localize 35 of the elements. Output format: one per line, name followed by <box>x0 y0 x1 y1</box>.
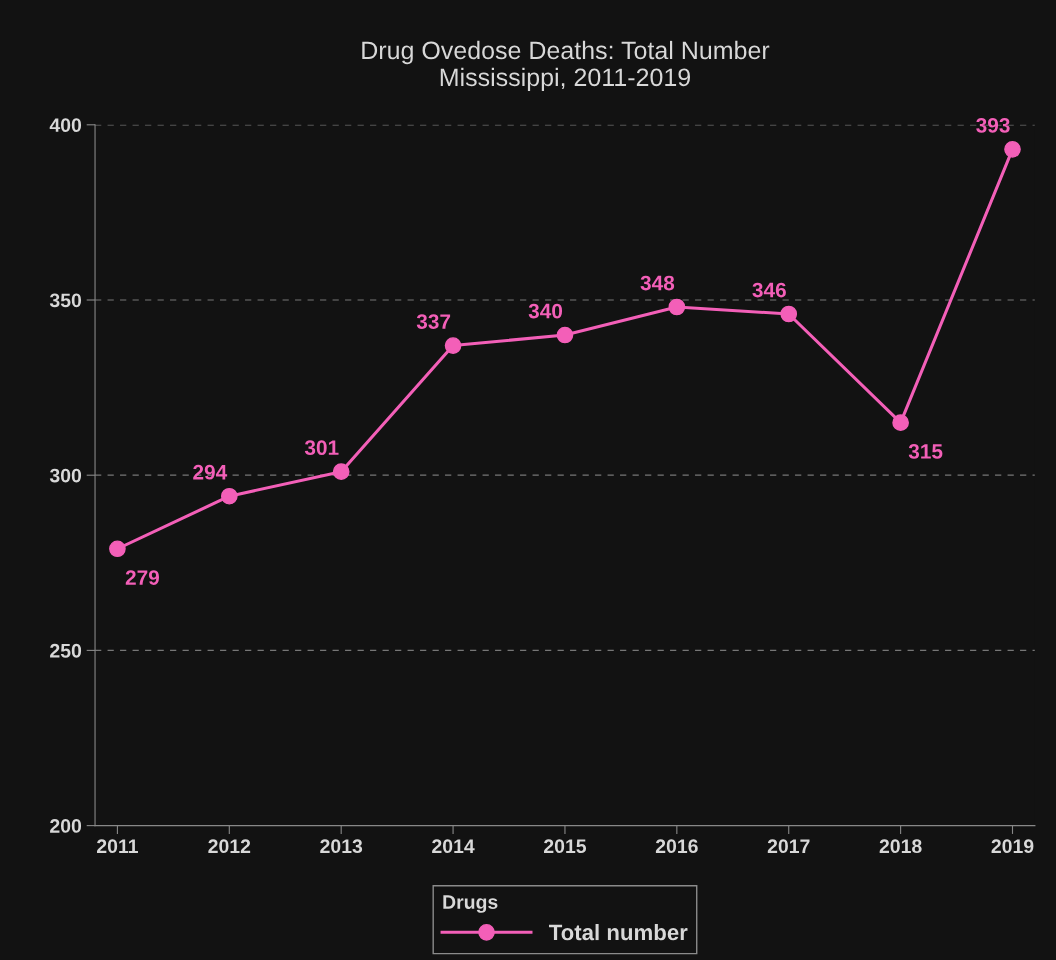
point <box>332 463 350 481</box>
legend-title: Drugs <box>443 895 498 913</box>
y-tick-label: 300 <box>49 468 82 483</box>
y-tick-label: 200 <box>50 819 82 833</box>
data-label: 340 <box>528 303 563 319</box>
x-tick-label: 2014 <box>432 839 475 854</box>
point <box>444 337 462 354</box>
x-tick-label: 2019 <box>991 839 1034 854</box>
x-tick-label: 2017 <box>767 839 810 854</box>
data-label: 301 <box>304 440 339 456</box>
y-tick-label: 250 <box>50 643 82 658</box>
data-label: 346 <box>752 282 786 298</box>
data-label: 279 <box>125 570 160 585</box>
point <box>668 298 686 316</box>
point <box>780 305 798 323</box>
data-label: 337 <box>416 314 451 329</box>
x-tick-label: 2016 <box>655 839 698 854</box>
data-label: 315 <box>908 444 943 459</box>
data-label: 294 <box>193 464 228 480</box>
point <box>1004 140 1021 158</box>
data-label: 348 <box>640 275 675 291</box>
point <box>220 487 238 505</box>
x-tick-label: 2012 <box>208 839 251 854</box>
x-tick-label: 2018 <box>879 839 922 854</box>
point <box>892 414 909 431</box>
x-tick-label: 2015 <box>544 839 587 854</box>
point <box>556 326 574 344</box>
legend-label: Total number <box>548 923 688 941</box>
y-tick-label: 350 <box>49 293 82 308</box>
point <box>109 540 126 558</box>
chart-title: Drug Ovedose Deaths: Total Number Mississippi, 2011-2019 <box>362 40 770 92</box>
data-label: 393 <box>976 117 1010 133</box>
y-tick-label: 400 <box>49 118 82 133</box>
x-tick-label: 2013 <box>320 839 363 854</box>
x-tick-label: 2011 <box>97 839 138 854</box>
